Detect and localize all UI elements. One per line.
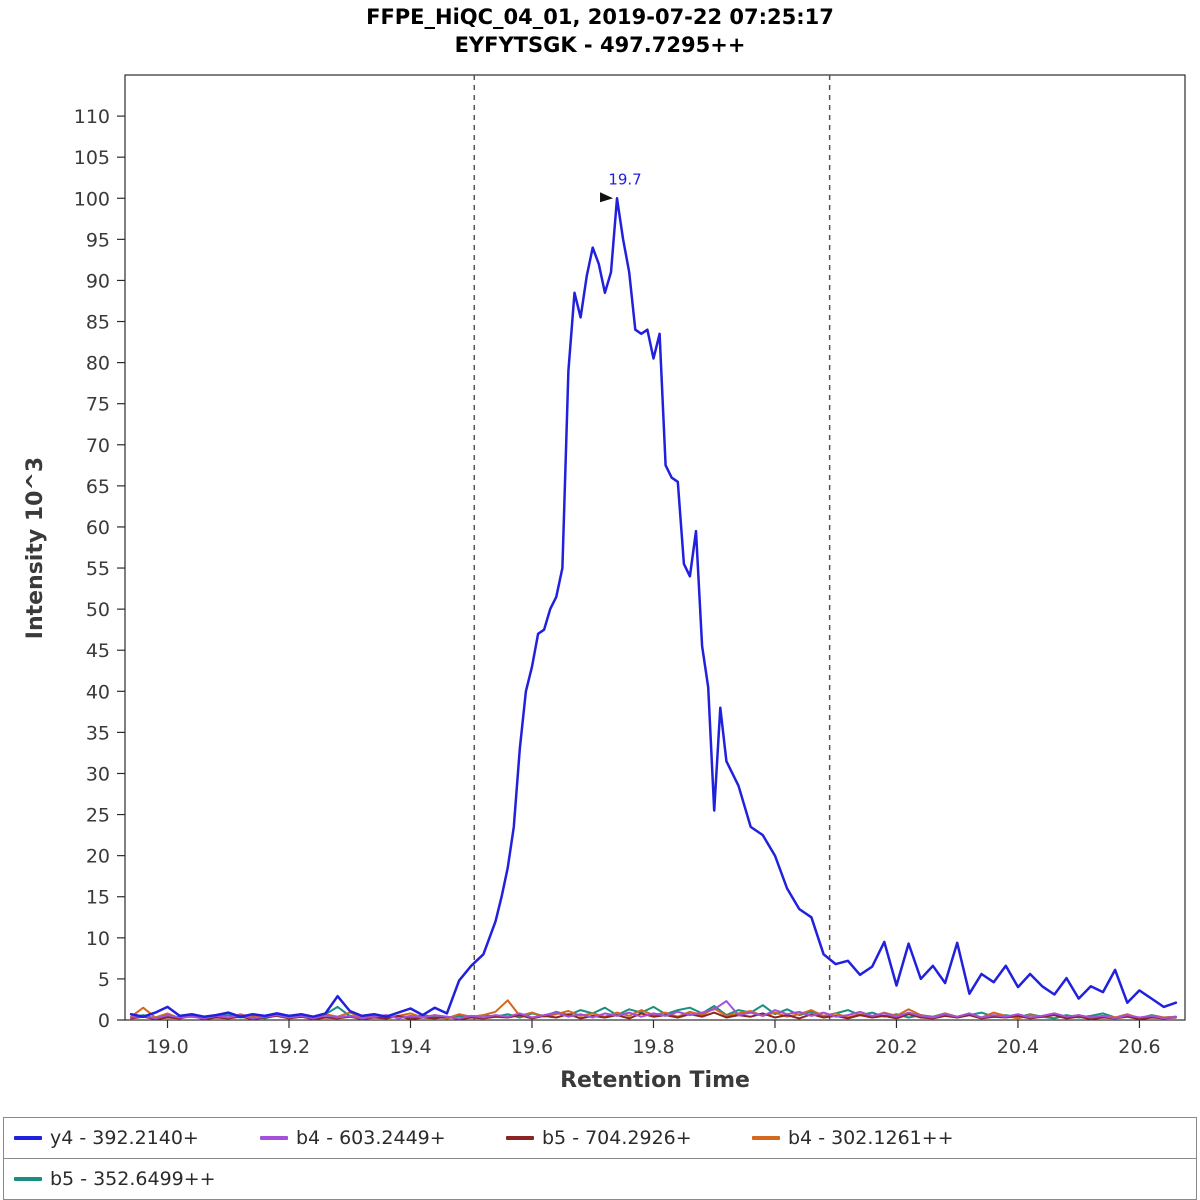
legend-item-b5-704: b5 - 704.2926+ xyxy=(496,1127,742,1149)
y-tick-label: 10 xyxy=(86,928,110,950)
series-line-b4 xyxy=(130,1000,1177,1020)
legend-item-b4-603: b4 - 603.2449+ xyxy=(250,1127,496,1149)
y-tick-label: 75 xyxy=(86,394,110,416)
y-tick-label: 20 xyxy=(86,846,110,868)
plot-area: 19.0 19.2 19.4 19.6 19.8 20.0 20.2 20.4 20.6 0 5 10… xyxy=(74,74,1186,1058)
y-axis-label: Intensity 10^3 xyxy=(23,457,48,639)
y-tick-label: 85 xyxy=(86,312,110,334)
y-tick-label: 110 xyxy=(74,106,110,128)
plot-frame xyxy=(124,74,1186,1021)
series-color-swatch xyxy=(260,1136,288,1140)
x-tick-label: 20.0 xyxy=(754,1036,796,1058)
x-tick-label: 19.4 xyxy=(389,1036,431,1058)
x-tick-label: 19.0 xyxy=(146,1036,188,1058)
y-tick-label: 60 xyxy=(86,517,110,539)
series-color-swatch xyxy=(506,1136,534,1140)
chromatogram-chart: FFPE_HiQC_04_01, 2019-07-22 07:25:17 EYF… xyxy=(23,5,1186,1093)
x-tick-label: 20.4 xyxy=(997,1036,1039,1058)
y-tick-label: 80 xyxy=(86,353,110,375)
chart-subtitle: EYFYTSGK - 497.7295++ xyxy=(455,33,746,57)
y-tick-label: 5 xyxy=(98,969,110,991)
series-color-swatch xyxy=(752,1136,780,1140)
legend-label: b4 - 603.2449+ xyxy=(296,1127,446,1149)
y-tick-label: 45 xyxy=(86,640,110,662)
y-tick-label: 95 xyxy=(86,229,110,251)
legend-item-b5-352: b5 - 352.6499++ xyxy=(4,1168,250,1190)
x-tick-label: 19.2 xyxy=(268,1036,310,1058)
x-tick-label: 19.6 xyxy=(511,1036,553,1058)
x-tick-label: 19.8 xyxy=(632,1036,674,1058)
y-tick-label: 0 xyxy=(98,1010,110,1032)
y-tick-label: 50 xyxy=(86,599,110,621)
y-tick-label: 105 xyxy=(74,147,110,169)
y-tick-label: 15 xyxy=(86,887,110,909)
y-tick-label: 70 xyxy=(86,435,110,457)
chart-title: FFPE_HiQC_04_01, 2019-07-22 07:25:17 xyxy=(366,5,834,29)
legend-label: b4 - 302.1261++ xyxy=(788,1127,954,1149)
y-tick-label: 40 xyxy=(86,681,110,703)
legend-row-1: y4 - 392.2140+ b4 - 603.2449+ b5 - 704.2… xyxy=(4,1118,1196,1158)
legend: y4 - 392.2140+ b4 - 603.2449+ b5 - 704.2… xyxy=(3,1117,1197,1200)
y-tick-label: 35 xyxy=(86,722,110,744)
y-tick-label: 30 xyxy=(86,763,110,785)
peak-apex-arrow-icon xyxy=(600,192,614,203)
legend-item-y4: y4 - 392.2140+ xyxy=(4,1127,250,1149)
x-tick-label: 20.2 xyxy=(875,1036,917,1058)
legend-item-b4-302: b4 - 302.1261++ xyxy=(742,1127,988,1149)
x-axis-label: Retention Time xyxy=(560,1068,750,1093)
legend-row-2: b5 - 352.6499++ xyxy=(4,1158,1196,1199)
y-tick-label: 65 xyxy=(86,476,110,498)
y-tick-label: 100 xyxy=(74,188,110,210)
y-tick-label: 90 xyxy=(86,270,110,292)
legend-label: b5 - 352.6499++ xyxy=(50,1168,216,1190)
series-color-swatch xyxy=(14,1136,42,1140)
legend-label: y4 - 392.2140+ xyxy=(50,1127,199,1149)
legend-label: b5 - 704.2926+ xyxy=(542,1127,692,1149)
peak-apex-label: 19.7 xyxy=(608,170,641,188)
series-line-y4 xyxy=(129,197,1178,1018)
series-color-swatch xyxy=(14,1177,42,1181)
y-tick-label: 25 xyxy=(86,805,110,827)
x-tick-label: 20.6 xyxy=(1118,1036,1160,1058)
y-tick-label: 55 xyxy=(86,558,110,580)
